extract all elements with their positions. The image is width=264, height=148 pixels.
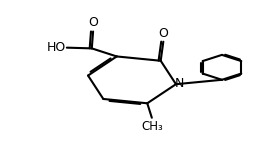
Text: HO: HO xyxy=(46,41,65,54)
Text: N: N xyxy=(175,77,184,90)
Text: O: O xyxy=(158,26,168,40)
Text: O: O xyxy=(88,16,98,29)
Text: CH₃: CH₃ xyxy=(141,120,163,133)
